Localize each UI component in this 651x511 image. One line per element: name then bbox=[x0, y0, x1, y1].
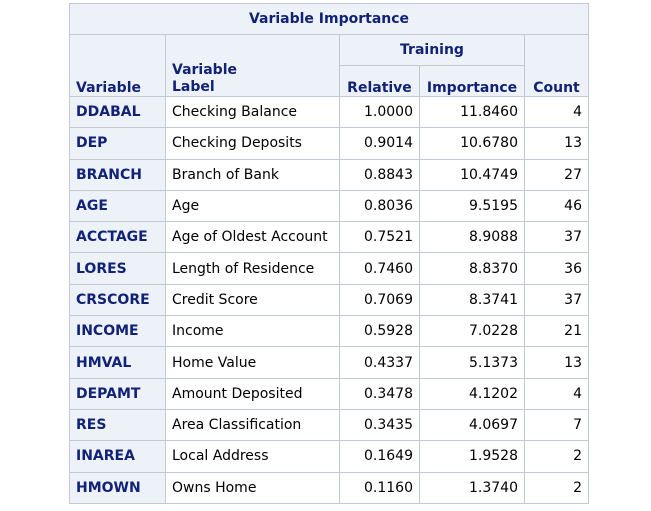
table-row: HMOWN Owns Home 0.1160 1.3740 2 bbox=[69, 471, 589, 504]
label-cell: Checking Balance bbox=[165, 95, 340, 129]
count-cell: 4 bbox=[524, 377, 589, 410]
relative-cell: 0.1160 bbox=[339, 471, 420, 504]
table-row: DEPAMT Amount Deposited 0.3478 4.1202 4 bbox=[69, 377, 589, 410]
count-cell: 46 bbox=[524, 189, 589, 223]
variable-label-column-header: Variable Label bbox=[165, 34, 340, 97]
relative-cell: 0.8843 bbox=[339, 158, 420, 191]
table-row: RES Area Classification 0.3435 4.0697 7 bbox=[69, 408, 589, 442]
count-cell: 2 bbox=[524, 440, 589, 473]
training-group-header: Training bbox=[339, 34, 525, 66]
relative-cell: 0.7069 bbox=[339, 283, 420, 317]
label-cell: Home Value bbox=[165, 346, 340, 379]
label-cell: Amount Deposited bbox=[165, 377, 340, 410]
importance-cell: 9.5195 bbox=[419, 189, 525, 223]
label-cell: Income bbox=[165, 315, 340, 348]
count-cell: 21 bbox=[524, 315, 589, 348]
relative-column-header: Relative bbox=[339, 65, 420, 97]
label-cell: Age of Oldest Account bbox=[165, 221, 340, 254]
count-column-header: Count bbox=[524, 34, 589, 97]
variable-cell: DEPAMT bbox=[69, 377, 166, 410]
relative-cell: 1.0000 bbox=[339, 95, 420, 129]
variable-label-header-line1: Variable bbox=[172, 62, 237, 78]
count-cell: 37 bbox=[524, 283, 589, 317]
importance-column-header: Importance bbox=[419, 65, 525, 97]
table-title: Variable Importance bbox=[69, 3, 589, 35]
table-row: ACCTAGE Age of Oldest Account 0.7521 8.9088… bbox=[69, 221, 589, 254]
label-cell: Credit Score bbox=[165, 283, 340, 317]
importance-cell: 4.1202 bbox=[419, 377, 525, 410]
variable-column-header: Variable bbox=[69, 34, 166, 97]
relative-cell: 0.4337 bbox=[339, 346, 420, 379]
variable-cell: HMOWN bbox=[69, 471, 166, 504]
importance-cell: 7.0228 bbox=[419, 315, 525, 348]
variable-cell: LORES bbox=[69, 252, 166, 285]
variable-cell: CRSCORE bbox=[69, 283, 166, 317]
variable-cell: RES bbox=[69, 408, 166, 442]
importance-cell: 8.8370 bbox=[419, 252, 525, 285]
importance-cell: 10.4749 bbox=[419, 158, 525, 191]
count-cell: 13 bbox=[524, 346, 589, 379]
importance-cell: 8.3741 bbox=[419, 283, 525, 317]
relative-cell: 0.8036 bbox=[339, 189, 420, 223]
table-row: AGE Age 0.8036 9.5195 46 bbox=[69, 189, 589, 223]
variable-cell: HMVAL bbox=[69, 346, 166, 379]
count-cell: 27 bbox=[524, 158, 589, 191]
table-row: INCOME Income 0.5928 7.0228 21 bbox=[69, 315, 589, 348]
table-body: DDABAL Checking Balance 1.0000 11.8460 4 DEP C… bbox=[69, 95, 589, 504]
count-cell: 13 bbox=[524, 127, 589, 160]
table-row: DEP Checking Deposits 0.9014 10.6780 13 bbox=[69, 127, 589, 160]
label-cell: Local Address bbox=[165, 440, 340, 473]
relative-cell: 0.5928 bbox=[339, 315, 420, 348]
importance-cell: 11.8460 bbox=[419, 95, 525, 129]
variable-cell: AGE bbox=[69, 189, 166, 223]
count-cell: 7 bbox=[524, 408, 589, 442]
count-cell: 4 bbox=[524, 95, 589, 129]
label-cell: Length of Residence bbox=[165, 252, 340, 285]
table-row: BRANCH Branch of Bank 0.8843 10.4749 27 bbox=[69, 158, 589, 191]
label-cell: Checking Deposits bbox=[165, 127, 340, 160]
label-cell: Age bbox=[165, 189, 340, 223]
importance-cell: 5.1373 bbox=[419, 346, 525, 379]
label-cell: Owns Home bbox=[165, 471, 340, 504]
importance-cell: 8.9088 bbox=[419, 221, 525, 254]
variable-cell: INAREA bbox=[69, 440, 166, 473]
table-row: CRSCORE Credit Score 0.7069 8.3741 37 bbox=[69, 283, 589, 317]
relative-cell: 0.7460 bbox=[339, 252, 420, 285]
variable-importance-table: Variable Importance Variable Variable La… bbox=[69, 3, 589, 504]
relative-cell: 0.7521 bbox=[339, 221, 420, 254]
label-cell: Area Classification bbox=[165, 408, 340, 442]
relative-cell: 0.3478 bbox=[339, 377, 420, 410]
variable-cell: DDABAL bbox=[69, 95, 166, 129]
importance-cell: 1.3740 bbox=[419, 471, 525, 504]
count-cell: 37 bbox=[524, 221, 589, 254]
table-row: INAREA Local Address 0.1649 1.9528 2 bbox=[69, 440, 589, 473]
table-row: LORES Length of Residence 0.7460 8.8370 36 bbox=[69, 252, 589, 285]
table-row: DDABAL Checking Balance 1.0000 11.8460 4 bbox=[69, 95, 589, 129]
relative-cell: 0.1649 bbox=[339, 440, 420, 473]
variable-cell: INCOME bbox=[69, 315, 166, 348]
importance-cell: 1.9528 bbox=[419, 440, 525, 473]
variable-cell: ACCTAGE bbox=[69, 221, 166, 254]
count-cell: 36 bbox=[524, 252, 589, 285]
relative-cell: 0.3435 bbox=[339, 408, 420, 442]
variable-cell: DEP bbox=[69, 127, 166, 160]
importance-cell: 4.0697 bbox=[419, 408, 525, 442]
variable-cell: BRANCH bbox=[69, 158, 166, 191]
count-cell: 2 bbox=[524, 471, 589, 504]
label-cell: Branch of Bank bbox=[165, 158, 340, 191]
relative-cell: 0.9014 bbox=[339, 127, 420, 160]
variable-label-header-line2: Label bbox=[172, 79, 215, 95]
table-row: HMVAL Home Value 0.4337 5.1373 13 bbox=[69, 346, 589, 379]
importance-cell: 10.6780 bbox=[419, 127, 525, 160]
